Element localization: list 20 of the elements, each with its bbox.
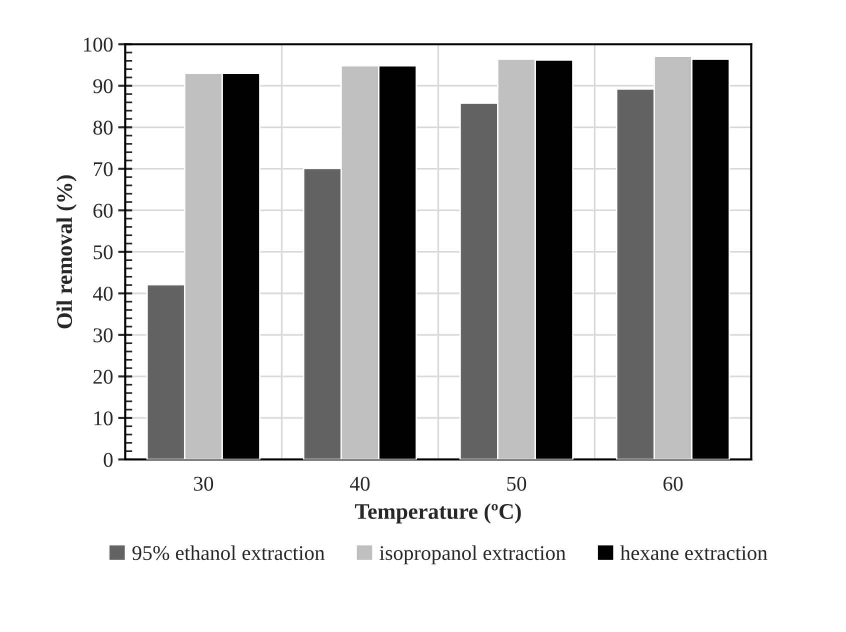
- legend-label: 95% ethanol extraction: [132, 545, 325, 560]
- y-tick-label: 90: [93, 79, 113, 94]
- y-tick-label: 20: [93, 370, 113, 384]
- y-tick-label: 70: [94, 162, 113, 176]
- y-tick-label: 10: [94, 411, 113, 426]
- x-tick-label: 30: [194, 476, 214, 491]
- legend-label: isopropanol extraction: [380, 545, 566, 564]
- x-tick-label: 60: [663, 476, 683, 491]
- y-axis-title: Oil removal (%): [56, 175, 77, 328]
- x-axis-title: Temperature (ºC): [354, 503, 521, 524]
- y-tick-label: 40: [92, 286, 113, 301]
- x-tick-label: 40: [350, 476, 370, 491]
- x-tick-label: 50: [507, 476, 526, 491]
- y-tick-label: 50: [94, 245, 113, 260]
- y-tick-label: 30: [94, 328, 113, 342]
- y-tick-label: 80: [93, 120, 113, 135]
- legend-label: hexane extraction: [620, 545, 768, 560]
- y-tick-label: 0: [104, 452, 113, 467]
- y-tick-label: 60: [93, 204, 113, 218]
- y-tick-label: 100: [84, 38, 113, 52]
